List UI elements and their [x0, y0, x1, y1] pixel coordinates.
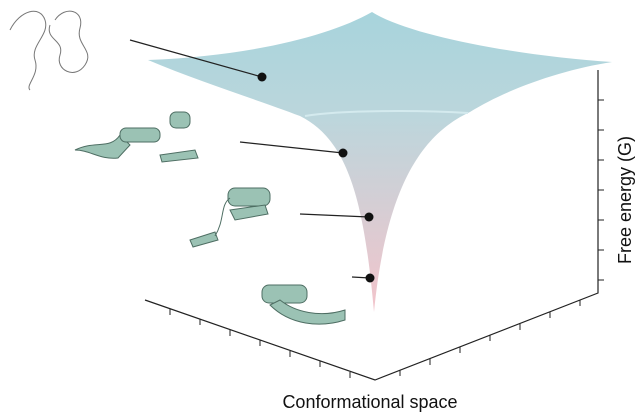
x-axis-label: Conformational space — [282, 392, 457, 412]
state-pointers — [129, 39, 371, 279]
partial-protein — [74, 111, 199, 163]
molten-protein — [189, 187, 271, 248]
axes — [144, 70, 604, 381]
y-axis-label: Free energy (G) — [615, 136, 635, 264]
unfolded-protein — [9, 10, 89, 91]
energy-surface — [148, 12, 612, 312]
surface-horizon — [304, 110, 469, 117]
state-dots — [257, 72, 375, 283]
native-protein — [261, 284, 346, 325]
